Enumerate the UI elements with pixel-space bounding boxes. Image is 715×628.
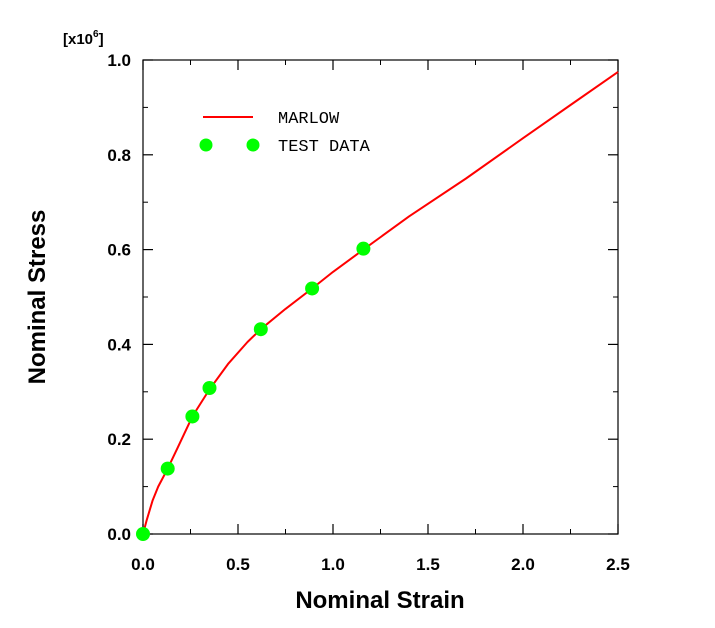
test-data-point: [136, 527, 150, 541]
x-tick-label: 2.5: [606, 555, 630, 574]
y-tick-label: 0.6: [107, 241, 131, 260]
y-axis-title: Nominal Stress: [24, 210, 51, 385]
x-tick-label: 1.0: [321, 555, 345, 574]
series-layer: [136, 71, 619, 541]
test-data-point: [202, 381, 217, 396]
x-tick-labels: 0.0 0.5 1.0 1.5 2.0 2.5: [131, 555, 630, 574]
y-multiplier: [x106]: [63, 29, 104, 48]
legend-test-marker-right: [246, 138, 260, 152]
test-data-point: [356, 241, 371, 256]
test-data-point: [185, 409, 200, 424]
x-tick-label: 2.0: [511, 555, 535, 574]
x-tick-label: 1.5: [416, 555, 440, 574]
marlow-curve: [142, 71, 619, 535]
y-tick-labels: 0.0 0.2 0.4 0.6 0.8 1.0: [107, 51, 131, 544]
legend-test-label: TEST DATA: [278, 138, 371, 157]
axis-ticks: [142, 59, 619, 535]
y-tick-label: 1.0: [107, 51, 131, 70]
y-tick-label: 0.0: [107, 525, 131, 544]
plot-frame: [142, 59, 619, 535]
legend: MARLOW TEST DATA: [199, 110, 371, 157]
y-tick-label: 0.4: [107, 335, 131, 354]
x-axis-title: Nominal Strain: [295, 587, 464, 614]
y-tick-label: 0.2: [107, 430, 131, 449]
y-tick-label: 0.8: [107, 146, 131, 165]
x-tick-label: 0.5: [226, 555, 250, 574]
test-data-point: [160, 461, 175, 476]
x-tick-label: 0.0: [131, 555, 155, 574]
legend-marlow-label: MARLOW: [278, 110, 340, 129]
test-data-point: [253, 322, 268, 337]
test-data-point: [305, 281, 320, 296]
legend-test-marker-left: [199, 138, 213, 152]
